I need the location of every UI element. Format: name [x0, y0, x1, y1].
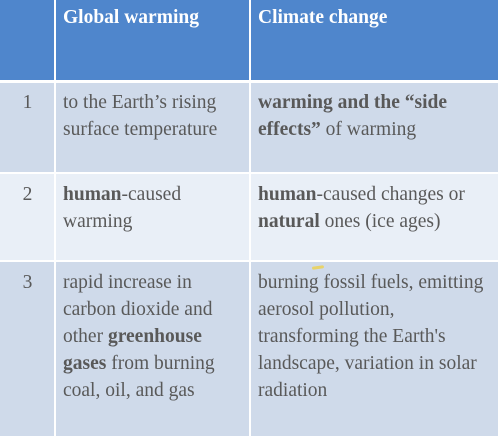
- column-divider: [54, 0, 56, 436]
- row-divider: [0, 80, 498, 83]
- header-number-cell: [0, 0, 55, 81]
- climate-change-cell: warming and the “side effects” of warmin…: [250, 81, 498, 173]
- text-segment: ones (ice ages): [320, 211, 441, 232]
- row-number: 3: [0, 261, 55, 436]
- bold-text-segment: natural: [258, 211, 320, 232]
- header-climate-change: Climate change: [250, 0, 498, 81]
- climate-change-cell: burning fossil fuels, emitting aerosol p…: [250, 261, 498, 436]
- global-warming-cell: rapid increase in carbon dioxide and oth…: [55, 261, 250, 436]
- climate-change-cell: human-caused changes or natural ones (ic…: [250, 173, 498, 261]
- header-global-warming: Global warming: [55, 0, 250, 81]
- row-divider: [0, 172, 498, 174]
- column-divider: [249, 0, 251, 436]
- row-number: 1: [0, 81, 55, 173]
- row-number: 2: [0, 173, 55, 261]
- bold-text-segment: human: [258, 184, 317, 205]
- text-segment: of warming: [321, 119, 416, 140]
- global-warming-cell: to the Earth’s rising surface temperatur…: [55, 81, 250, 173]
- text-segment: -caused changes or: [317, 184, 465, 205]
- text-segment: burning fossil fuels, emitting aerosol p…: [258, 272, 483, 401]
- bold-text-segment: human: [63, 184, 122, 205]
- row-divider: [0, 260, 498, 262]
- global-warming-cell: human-caused warming: [55, 173, 250, 261]
- text-segment: to the Earth’s rising surface temperatur…: [63, 92, 217, 140]
